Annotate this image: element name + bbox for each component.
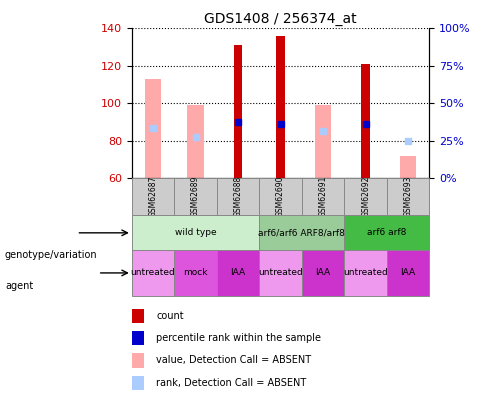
Text: agent: agent [5, 281, 33, 290]
Bar [259, 215, 345, 250]
Bar [400, 156, 416, 178]
Text: percentile rank within the sample: percentile rank within the sample [156, 333, 321, 343]
Text: GSM62687: GSM62687 [148, 176, 158, 217]
Bar [145, 79, 161, 178]
Text: GSM62688: GSM62688 [234, 176, 243, 217]
Bar [234, 45, 243, 178]
Bar [315, 105, 331, 178]
Text: GSM62692: GSM62692 [361, 176, 370, 217]
Bar [217, 250, 259, 296]
Bar [362, 64, 370, 178]
Text: untreated: untreated [131, 269, 175, 277]
Bar [259, 178, 302, 215]
Bar [174, 178, 217, 215]
Bar [276, 36, 285, 178]
Bar [302, 250, 345, 296]
Text: rank, Detection Call = ABSENT: rank, Detection Call = ABSENT [156, 378, 306, 388]
Text: IAA: IAA [316, 269, 331, 277]
Text: value, Detection Call = ABSENT: value, Detection Call = ABSENT [156, 356, 311, 365]
Bar [187, 105, 203, 178]
Bar [132, 215, 259, 250]
Text: arf6 arf8: arf6 arf8 [367, 228, 407, 237]
Bar [217, 178, 259, 215]
Text: untreated: untreated [343, 269, 388, 277]
Text: wild type: wild type [175, 228, 216, 237]
Bar [345, 178, 387, 215]
Bar [302, 178, 345, 215]
Bar [132, 178, 174, 215]
Text: count: count [156, 311, 184, 321]
Text: mock: mock [183, 269, 208, 277]
Text: GSM62691: GSM62691 [319, 176, 327, 217]
Text: untreated: untreated [258, 269, 303, 277]
Bar [345, 250, 387, 296]
Text: GSM62690: GSM62690 [276, 176, 285, 217]
Text: GSM62693: GSM62693 [404, 176, 413, 217]
Text: genotype/variation: genotype/variation [5, 250, 98, 260]
Bar [259, 250, 302, 296]
Bar [387, 250, 429, 296]
Bar [387, 178, 429, 215]
Text: GSM62689: GSM62689 [191, 176, 200, 217]
Title: GDS1408 / 256374_at: GDS1408 / 256374_at [204, 12, 357, 26]
Bar [345, 215, 429, 250]
Bar [132, 250, 174, 296]
Bar [174, 250, 217, 296]
Text: IAA: IAA [230, 269, 245, 277]
Text: arf6/arf6 ARF8/arf8: arf6/arf6 ARF8/arf8 [259, 228, 346, 237]
Text: IAA: IAA [401, 269, 416, 277]
